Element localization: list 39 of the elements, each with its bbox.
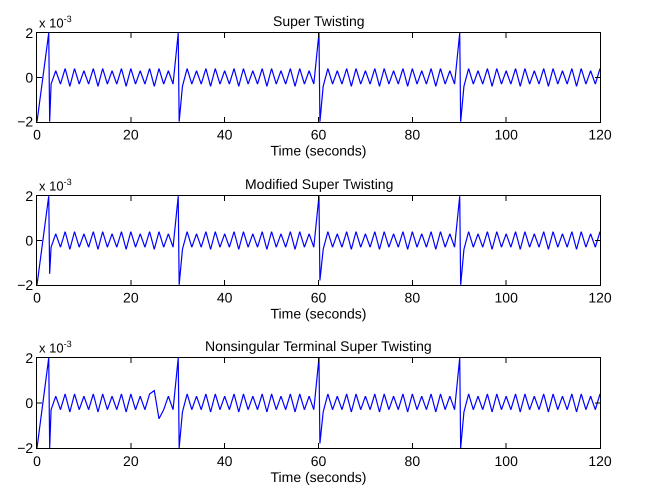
x-tick-label: 20 [123,290,139,306]
x-axis-title: Time (seconds) [270,306,366,322]
y-tick-label: −2 [17,114,34,130]
y-tick-label: 2 [25,24,34,41]
x-tick-label: 120 [588,290,612,306]
text: x 10$^{-3}$ [39,14,72,30]
text: x 10$^{-3}$ [39,339,72,356]
x-tick-label: 20 [123,126,139,143]
y-tick-label: 2 [25,350,34,366]
y-tick-label: 0 [25,232,34,248]
x-tick-label: 40 [216,452,233,469]
x-axis-title: Time (seconds) [270,468,366,485]
chart-title: Modified Super Twisting [245,176,394,192]
x-tick-label: 20 [123,452,139,469]
line-series [37,33,600,122]
x-tick-label: 60 [310,290,326,306]
line-series [37,358,600,448]
x-tick-label: 40 [216,290,233,306]
chart-title: Super Twisting [273,13,365,29]
y-tick-label: −2 [17,276,34,293]
x-tick-label: 80 [404,290,420,306]
y-tick-label: 0 [25,394,34,411]
x-tick-label: 80 [404,126,420,143]
line-series [37,196,600,285]
y-tick-label: −2 [17,440,34,456]
y-tick-label: 2 [25,188,34,204]
x-tick-label: 120 [588,452,612,469]
x-tick-label: 120 [588,126,612,143]
x-axis-title: Time (seconds) [270,142,366,159]
y-tick-label: 0 [25,69,34,86]
x-tick-label: 100 [494,452,518,469]
x-tick-label: 100 [494,290,518,306]
text: x 10$^{-3}$ [39,177,72,194]
x-tick-label: 100 [494,126,518,143]
x-tick-label: 60 [310,126,326,143]
x-tick-label: 80 [404,452,420,469]
x-tick-label: 60 [310,452,326,469]
chart-title: Nonsingular Terminal Super Twisting [205,338,432,354]
x-tick-label: 40 [216,126,233,143]
